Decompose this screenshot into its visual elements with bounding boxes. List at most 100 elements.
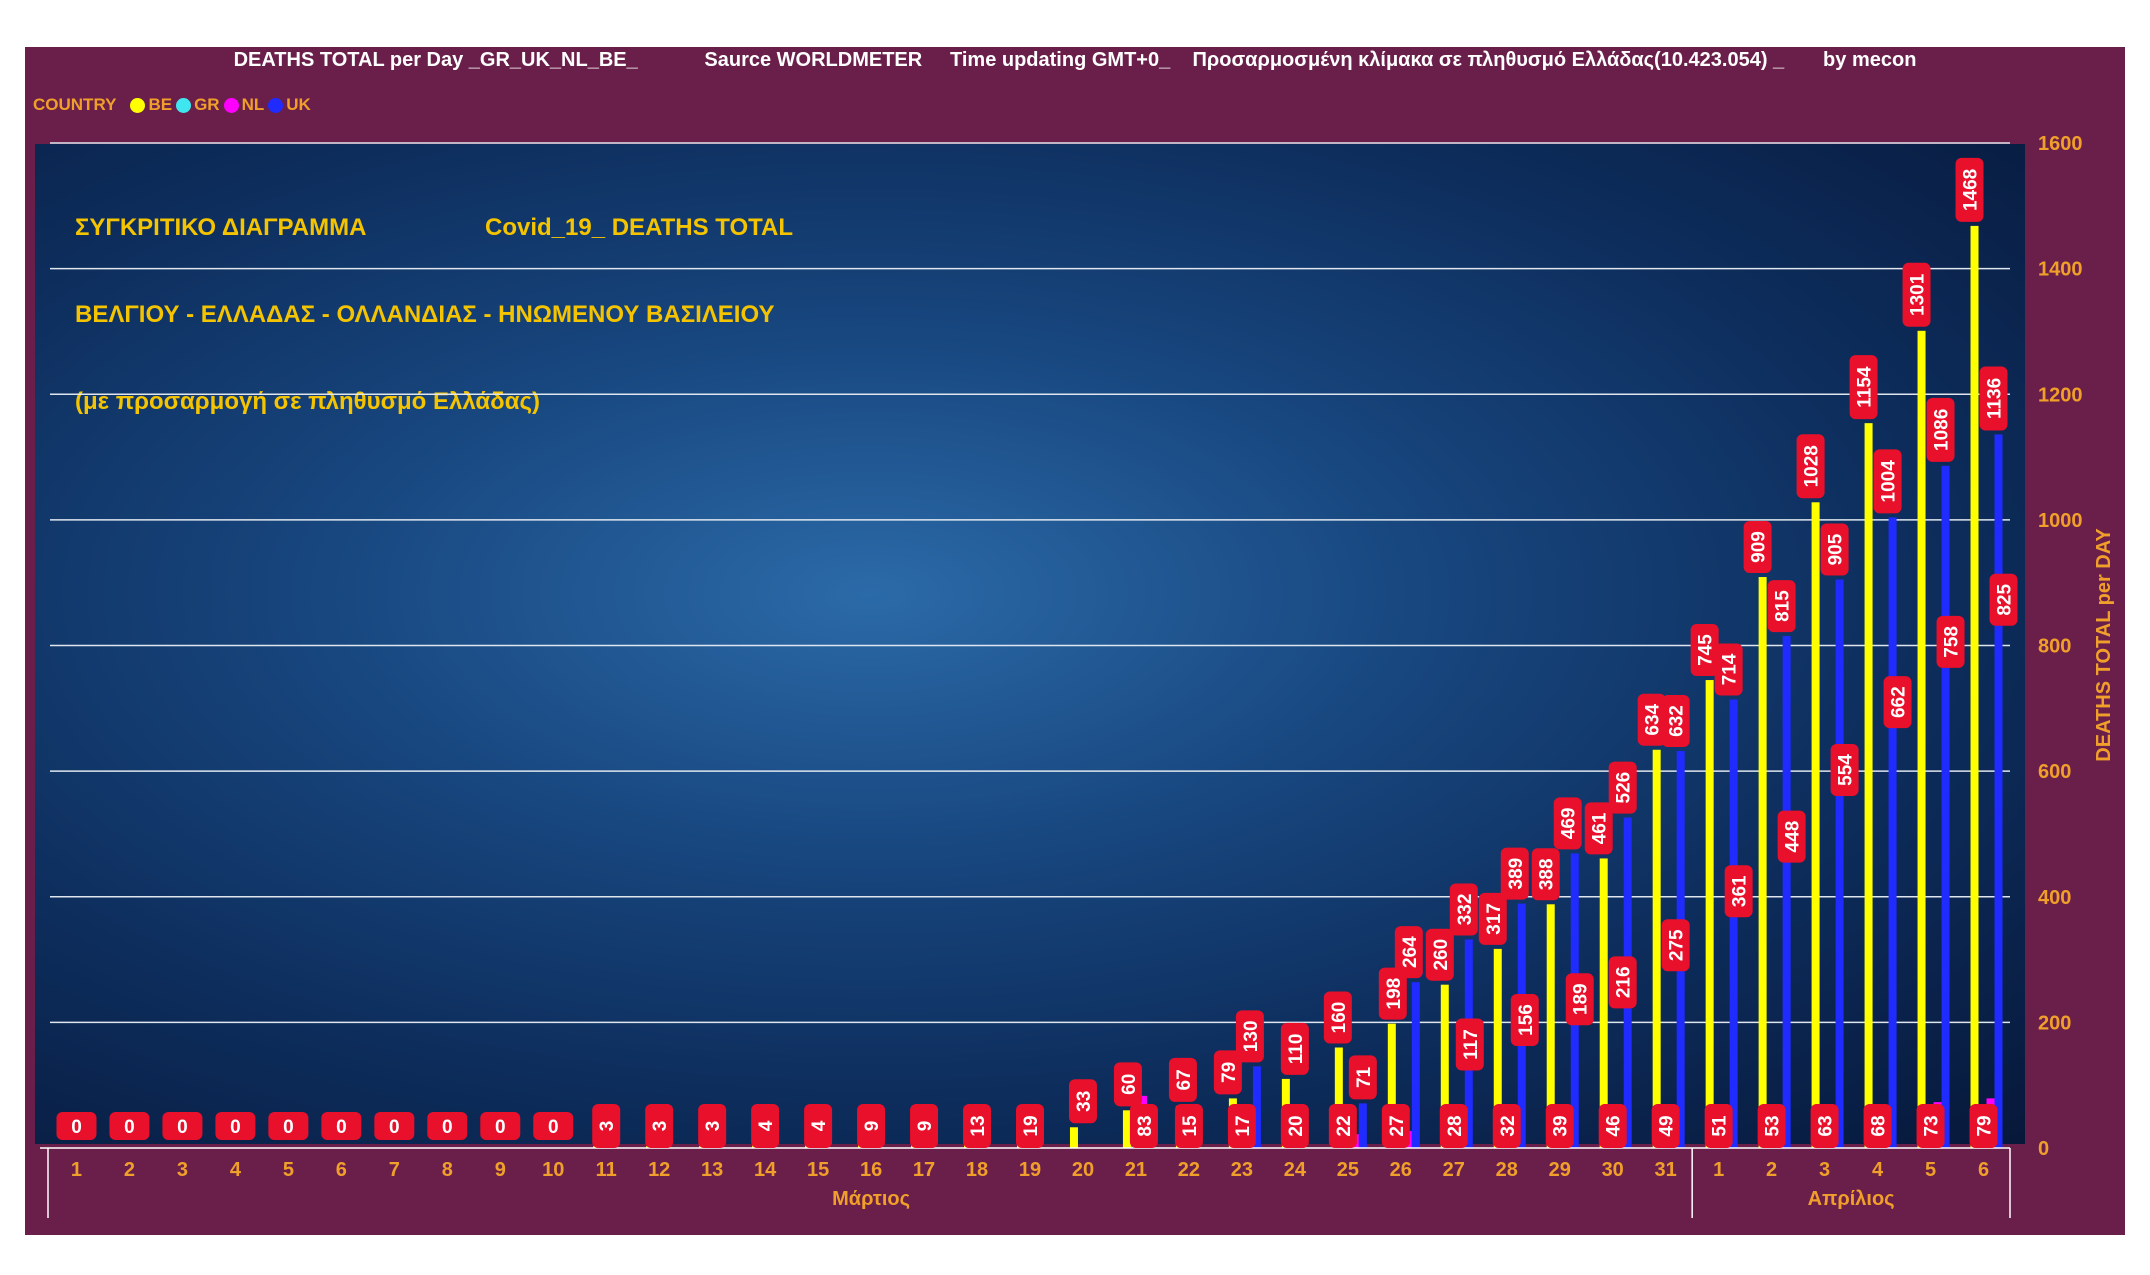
legend-item-nl: NL bbox=[223, 95, 264, 115]
data-label: 0 bbox=[427, 1112, 468, 1140]
x-tick-label: 31 bbox=[1655, 1159, 1677, 1181]
bar-be bbox=[1387, 1023, 1396, 1148]
data-label-box bbox=[1883, 676, 1912, 729]
data-label-box bbox=[1979, 366, 2008, 431]
x-tick-label: 12 bbox=[648, 1159, 670, 1181]
x-tick-label: 17 bbox=[913, 1159, 935, 1181]
data-label-box bbox=[1323, 991, 1352, 1044]
x-tick-label: 6 bbox=[1978, 1159, 1989, 1181]
data-label-box bbox=[1651, 1104, 1680, 1148]
data-label: 1086 bbox=[1926, 397, 1955, 462]
data-label-text: 22 bbox=[1334, 1115, 1355, 1136]
data-label-box bbox=[480, 1112, 521, 1140]
data-label-box bbox=[1478, 892, 1507, 945]
legend-name-gr: GR bbox=[194, 95, 220, 114]
data-label: 0 bbox=[56, 1112, 97, 1140]
data-label: 67 bbox=[1168, 1057, 1197, 1102]
data-label-box bbox=[1969, 1104, 1998, 1148]
data-label-text: 79 bbox=[1975, 1115, 1996, 1136]
data-label: 632 bbox=[1661, 695, 1690, 748]
data-label-box bbox=[1381, 1104, 1410, 1148]
data-label-box bbox=[1902, 262, 1931, 327]
data-label-text: 0 bbox=[336, 1117, 347, 1138]
data-label: 4 bbox=[751, 1104, 780, 1148]
data-label-box bbox=[374, 1112, 415, 1140]
data-label-text: 33 bbox=[1074, 1091, 1095, 1112]
data-label: 117 bbox=[1455, 1018, 1484, 1071]
data-label: 73 bbox=[1916, 1104, 1945, 1148]
data-label-box bbox=[963, 1104, 992, 1148]
data-label-text: 216 bbox=[1614, 966, 1635, 998]
month-label: Απρίλιος bbox=[1808, 1188, 1895, 1210]
data-label-text: 1086 bbox=[1932, 409, 1953, 451]
bar-uk bbox=[1358, 1103, 1367, 1148]
data-label-text: 0 bbox=[548, 1117, 559, 1138]
data-label-text: 909 bbox=[1749, 531, 1770, 563]
x-tick-label: 16 bbox=[860, 1159, 882, 1181]
data-label-box bbox=[1936, 615, 1965, 668]
data-label: 19 bbox=[1016, 1104, 1044, 1148]
data-label: 461 bbox=[1584, 802, 1613, 855]
legend-name-uk: UK bbox=[286, 95, 311, 114]
data-label-text: 39 bbox=[1551, 1115, 1572, 1136]
bar-uk bbox=[1994, 434, 2003, 1148]
data-label-text: 448 bbox=[1783, 821, 1804, 853]
y-tick-label: 1200 bbox=[2038, 384, 2083, 406]
data-label-box bbox=[1348, 1055, 1377, 1100]
data-label-box bbox=[1955, 157, 1984, 222]
data-label-box bbox=[1608, 761, 1637, 814]
data-label: 275 bbox=[1661, 919, 1690, 972]
data-label-text: 46 bbox=[1604, 1115, 1625, 1136]
data-label-text: 60 bbox=[1119, 1074, 1140, 1095]
x-tick-label: 18 bbox=[966, 1159, 988, 1181]
bar-uk bbox=[1252, 1066, 1261, 1148]
data-label: 189 bbox=[1565, 973, 1594, 1026]
data-label-box bbox=[1830, 744, 1859, 797]
annotation-line1-left: ΣΥΓΚΡΙΤΙΚΟ ΔΙΑΓΡΑΜΜΑ bbox=[75, 214, 367, 241]
data-label-box bbox=[1174, 1104, 1203, 1148]
data-label: 79 bbox=[1969, 1104, 1998, 1148]
data-label: 9 bbox=[910, 1104, 939, 1148]
bar-be bbox=[1599, 858, 1608, 1148]
bar-be bbox=[1917, 330, 1926, 1148]
x-tick-label: 20 bbox=[1072, 1159, 1094, 1181]
bar-be bbox=[1493, 948, 1502, 1148]
data-label-text: 361 bbox=[1730, 875, 1751, 907]
data-label-text: 0 bbox=[230, 1117, 241, 1138]
data-label-box bbox=[1016, 1104, 1044, 1148]
data-label-text: 662 bbox=[1889, 686, 1910, 718]
legend-name-be: BE bbox=[148, 95, 173, 114]
data-label-text: 554 bbox=[1836, 754, 1857, 786]
data-label-box bbox=[215, 1112, 256, 1140]
bar-be bbox=[1440, 984, 1449, 1148]
data-label-text: 0 bbox=[442, 1117, 453, 1138]
data-label-text: 13 bbox=[968, 1115, 989, 1136]
bar-be bbox=[1069, 1127, 1078, 1148]
data-label-text: 905 bbox=[1826, 533, 1847, 565]
data-label: 1468 bbox=[1955, 157, 1984, 222]
data-label-box bbox=[1500, 847, 1529, 900]
data-label-box bbox=[857, 1104, 886, 1148]
data-label: 79 bbox=[1213, 1050, 1242, 1095]
data-label-text: 0 bbox=[283, 1117, 294, 1138]
data-label-text: 461 bbox=[1590, 812, 1611, 844]
data-label-text: 1136 bbox=[1985, 378, 2006, 419]
data-label-text: 71 bbox=[1354, 1066, 1375, 1088]
data-label-box bbox=[1714, 643, 1743, 696]
data-label: 469 bbox=[1553, 797, 1582, 850]
data-label-text: 4 bbox=[756, 1120, 777, 1131]
data-label-text: 758 bbox=[1942, 626, 1963, 658]
data-label-text: 3 bbox=[650, 1121, 671, 1132]
data-label-box bbox=[56, 1112, 97, 1140]
x-tick-label: 3 bbox=[177, 1159, 188, 1181]
data-label-text: 4 bbox=[809, 1120, 830, 1131]
data-label: 0 bbox=[533, 1112, 574, 1140]
data-label-text: 51 bbox=[1710, 1115, 1731, 1137]
data-label: 260 bbox=[1425, 928, 1454, 981]
data-label: 110 bbox=[1280, 1022, 1309, 1075]
bar-be bbox=[1811, 502, 1820, 1149]
data-label: 33 bbox=[1068, 1079, 1097, 1124]
x-tick-label: 15 bbox=[807, 1159, 829, 1181]
data-label: 905 bbox=[1820, 523, 1849, 576]
